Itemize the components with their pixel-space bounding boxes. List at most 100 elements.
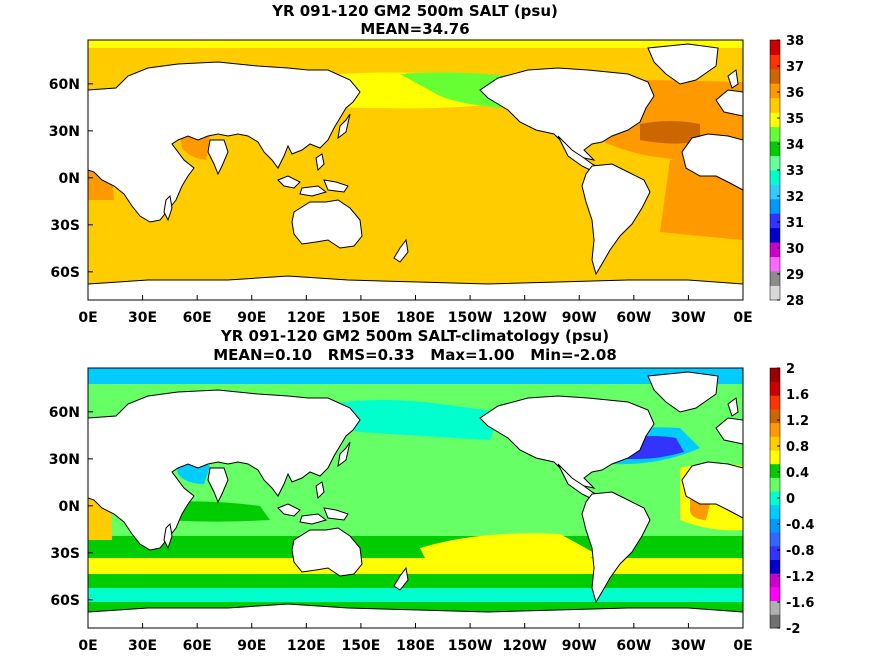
salt-diff-panel: YR 091-120 GM2 500m SALT-climatology (ps…	[49, 327, 815, 654]
x-tick-label: 90W	[562, 638, 597, 654]
diff-y-axis: 60N 30N 0N 30S 60S	[49, 405, 93, 609]
diff-stats-label: MEAN=0.10 RMS=0.33 Max=1.00 Min=-2.08	[213, 346, 617, 364]
x-tick-label: 0E	[78, 310, 97, 326]
colorbar-swatch	[770, 586, 780, 602]
x-tick-label: 150W	[448, 638, 493, 654]
colorbar-tick-label: 32	[786, 190, 804, 205]
colorbar-tick-label: 29	[786, 268, 804, 283]
y-tick-label: 30S	[50, 546, 80, 562]
colorbar-swatch	[770, 368, 780, 383]
x-tick-label: 0E	[78, 638, 97, 654]
colorbar-swatch	[770, 141, 780, 156]
colorbar-tick-label: 38	[786, 34, 804, 49]
colorbar-swatch	[770, 409, 780, 424]
x-tick-label: 120W	[502, 310, 547, 326]
colorbar-tick-label: 2	[786, 362, 795, 377]
x-tick-label: 30W	[671, 638, 706, 654]
x-tick-label: 0E	[733, 638, 752, 654]
colorbar-swatch	[770, 436, 780, 451]
colorbar-tick-label: -1.6	[786, 596, 814, 611]
x-tick-label: 60W	[616, 310, 651, 326]
x-tick-label: 90W	[562, 310, 597, 326]
colorbar-swatch	[770, 198, 780, 214]
x-tick-label: 120E	[287, 310, 326, 326]
colorbar-tick-label: 34	[786, 138, 804, 153]
colorbar-swatch	[770, 532, 780, 547]
y-tick-label: 60S	[50, 265, 80, 281]
x-tick-label: 120W	[502, 638, 547, 654]
x-tick-label: 180E	[396, 310, 435, 326]
colorbar-swatch	[770, 227, 780, 243]
salt-x-axis: 0E 30E 60E 90E 120E 150E 180E 150W 120W 90W 60W 30W…	[78, 295, 753, 326]
colorbar-swatch	[770, 285, 780, 301]
y-tick-label: 0N	[59, 499, 80, 515]
colorbar-swatch	[770, 213, 780, 229]
colorbar-tick-label: 0.4	[786, 466, 809, 481]
diff-colorbar: 2 1.6 1.2 0.8 0.4 0 -0.4 -0.8 -1.2 -1.6 -2	[769, 362, 814, 637]
salt-map	[88, 40, 743, 300]
x-tick-label: 60E	[183, 310, 212, 326]
y-tick-label: 0N	[59, 171, 80, 187]
colorbar-swatch	[770, 491, 780, 506]
y-tick-label: 60N	[49, 77, 80, 93]
colorbar-tick-label: 0.8	[786, 440, 809, 455]
colorbar-swatch	[770, 573, 780, 588]
colorbar-tick-label: 0	[786, 492, 795, 507]
salt-mean-label: MEAN=34.76	[360, 20, 469, 38]
diff-map	[88, 368, 743, 628]
salt-colorbar: 38 37 36 35 34 33 32 31 30 29 28	[769, 34, 804, 309]
colorbar-tick-label: 35	[786, 112, 804, 127]
y-tick-label: 30S	[50, 218, 80, 234]
colorbar-swatch	[770, 504, 780, 519]
colorbar-tick-label: -1.2	[786, 570, 814, 585]
colorbar-tick-label: -0.4	[786, 518, 814, 533]
colorbar-swatch	[770, 170, 780, 185]
x-tick-label: 150W	[448, 310, 493, 326]
colorbar-tick-label: 33	[786, 164, 804, 179]
colorbar-tick-label: 36	[786, 86, 804, 101]
colorbar-swatch	[770, 184, 780, 200]
x-tick-label: 60W	[616, 638, 651, 654]
colorbar-swatch	[770, 242, 780, 258]
colorbar-swatch	[770, 112, 780, 128]
colorbar-swatch	[770, 545, 780, 560]
colorbar-swatch	[770, 395, 780, 410]
x-tick-label: 90E	[237, 638, 266, 654]
colorbar-tick-label: 30	[786, 242, 804, 257]
diff-x-axis: 0E 30E 60E 90E 120E 150E 180E 150W 120W 90W 60W 30W…	[78, 623, 753, 654]
salt-y-axis: 60N 30N 0N 30S 60S	[49, 77, 93, 281]
x-tick-label: 150E	[342, 638, 381, 654]
colorbar-swatch	[770, 422, 780, 437]
colorbar-swatch	[770, 450, 780, 465]
salt-title: YR 091-120 GM2 500m SALT (psu)	[271, 2, 558, 20]
colorbar-tick-label: 1.6	[786, 388, 809, 403]
colorbar-swatch	[770, 600, 780, 615]
colorbar-swatch	[770, 559, 780, 574]
x-tick-label: 30W	[671, 310, 706, 326]
colorbar-swatch	[770, 126, 780, 142]
colorbar-swatch	[770, 40, 780, 55]
x-tick-label: 30E	[128, 310, 157, 326]
colorbar-tick-label: -0.8	[786, 544, 814, 559]
x-tick-label: 120E	[287, 638, 326, 654]
y-tick-label: 60S	[50, 593, 80, 609]
colorbar-swatch	[770, 381, 780, 396]
colorbar-swatch	[770, 54, 780, 70]
colorbar-swatch	[770, 97, 780, 113]
colorbar-swatch	[770, 271, 780, 286]
x-tick-label: 150E	[342, 310, 381, 326]
colorbar-tick-label: 28	[786, 294, 804, 309]
colorbar-swatch	[770, 518, 780, 533]
x-tick-label: 90E	[237, 310, 266, 326]
y-tick-label: 30N	[49, 124, 80, 140]
colorbar-tick-label: 37	[786, 60, 804, 75]
colorbar-tick-label: -2	[786, 622, 800, 637]
diff-southern-yellow-band	[88, 558, 743, 574]
colorbar-tick-label: 31	[786, 216, 804, 231]
colorbar-swatch	[770, 477, 780, 492]
x-tick-label: 180E	[396, 638, 435, 654]
salt-panel: YR 091-120 GM2 500m SALT (psu) MEAN=34.7…	[49, 2, 804, 326]
colorbar-swatch	[770, 256, 780, 272]
diff-title: YR 091-120 GM2 500m SALT-climatology (ps…	[220, 327, 609, 345]
